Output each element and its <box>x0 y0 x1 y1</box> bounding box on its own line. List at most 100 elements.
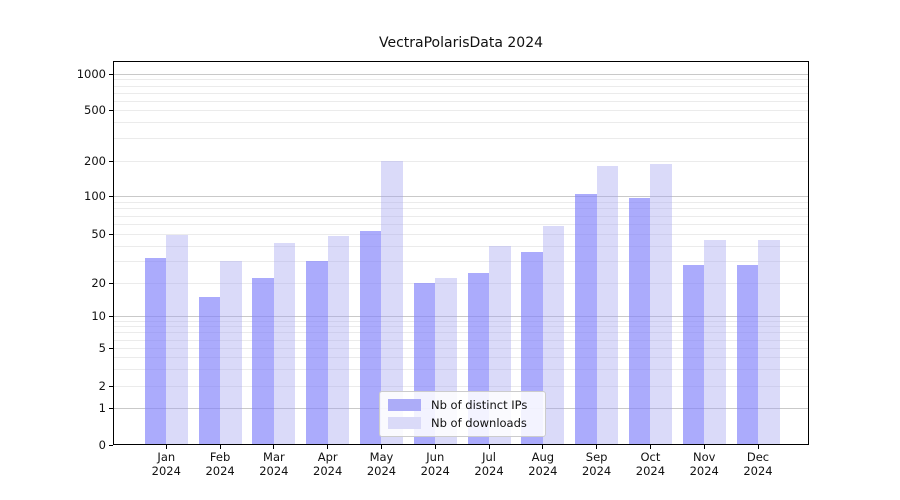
y-tick-label-10: 10 <box>91 308 106 323</box>
minor-gridline-400 <box>114 122 808 124</box>
minor-gridline-3 <box>114 369 808 371</box>
x-tick-jul <box>488 445 490 449</box>
minor-gridline-40 <box>114 245 808 247</box>
x-tick-label-jan: Jan 2024 <box>151 450 181 478</box>
x-tick-label-dec: Dec 2024 <box>743 450 773 478</box>
y-tick-label-1: 1 <box>98 400 106 415</box>
x-tick-label-mar: Mar 2024 <box>259 450 289 478</box>
x-tick-label-apr: Apr 2024 <box>313 450 343 478</box>
minor-gridline-700 <box>114 92 808 94</box>
bar-distinct-ips-nov <box>682 265 705 444</box>
y-tick-5 <box>109 347 113 349</box>
x-tick-may <box>380 445 382 449</box>
bar-downloads-may <box>381 161 403 444</box>
x-tick-label-feb: Feb 2024 <box>205 450 235 478</box>
x-tick-jun <box>434 445 436 449</box>
y-tick-10 <box>109 315 113 317</box>
x-tick-label-jul: Jul 2024 <box>474 450 504 478</box>
y-tick-label-20: 20 <box>91 275 106 290</box>
minor-gridline-80 <box>114 208 808 210</box>
y-tick-20 <box>109 282 113 284</box>
legend-swatch-downloads <box>388 417 421 429</box>
bar-downloads-sep <box>596 166 619 444</box>
bar-downloads-jan <box>166 235 188 444</box>
legend-label: Nb of downloads <box>431 416 527 430</box>
minor-gridline-200 <box>114 161 808 162</box>
minor-gridline-300 <box>114 138 808 140</box>
minor-gridline-9 <box>114 320 808 322</box>
legend-label: Nb of distinct IPs <box>431 398 528 412</box>
x-tick-mar <box>273 445 275 449</box>
minor-gridline-90 <box>114 201 808 203</box>
legend-swatch-distinct-ips <box>388 399 421 411</box>
minor-gridline-6 <box>114 339 808 341</box>
legend-item-downloads: Nb of downloads <box>388 415 537 431</box>
x-tick-label-aug: Aug 2024 <box>528 450 558 478</box>
minor-gridline-70 <box>114 215 808 217</box>
y-tick-200 <box>109 160 113 162</box>
minor-gridline-8 <box>114 326 808 328</box>
bar-distinct-ips-dec <box>736 265 758 444</box>
x-tick-feb <box>219 445 221 449</box>
bar-distinct-ips-jan <box>144 257 167 444</box>
major-gridline-1000 <box>114 74 808 75</box>
x-tick-sep <box>596 445 598 449</box>
y-tick-label-100: 100 <box>84 188 106 203</box>
y-tick-label-200: 200 <box>84 153 106 168</box>
x-tick-oct <box>649 445 651 449</box>
bar-downloads-oct <box>650 163 672 444</box>
major-gridline-100 <box>114 196 808 197</box>
y-tick-label-0: 0 <box>98 437 106 452</box>
minor-gridline-60 <box>114 224 808 225</box>
bar-downloads-feb <box>220 261 242 444</box>
x-tick-label-nov: Nov 2024 <box>689 450 719 478</box>
x-tick-label-jun: Jun 2024 <box>420 450 450 478</box>
bar-downloads-dec <box>758 239 780 444</box>
x-tick-nov <box>703 445 705 449</box>
y-tick-0 <box>109 444 113 446</box>
bar-downloads-nov <box>704 239 726 444</box>
bar-distinct-ips-apr <box>306 261 328 444</box>
minor-gridline-20 <box>114 283 808 284</box>
bar-distinct-ips-mar <box>252 277 274 444</box>
y-tick-label-2: 2 <box>98 378 106 393</box>
minor-gridline-4 <box>114 357 808 359</box>
minor-gridline-50 <box>114 234 808 235</box>
x-tick-apr <box>327 445 329 449</box>
minor-gridline-500 <box>114 110 808 111</box>
bar-distinct-ips-oct <box>628 197 651 444</box>
minor-gridline-600 <box>114 100 808 102</box>
y-tick-2 <box>109 385 113 387</box>
x-tick-label-sep: Sep 2024 <box>581 450 612 478</box>
bar-distinct-ips-sep <box>575 193 597 444</box>
minor-gridline-30 <box>114 261 808 263</box>
x-tick-jan <box>165 445 167 449</box>
chart-title: VectraPolarisData 2024 <box>378 35 544 51</box>
y-tick-50 <box>109 233 113 235</box>
minor-gridline-7 <box>114 332 808 334</box>
x-tick-label-may: May 2024 <box>366 450 397 478</box>
minor-gridline-5 <box>114 348 808 349</box>
bar-downloads-apr <box>327 236 350 444</box>
x-tick-aug <box>542 445 544 449</box>
y-tick-500 <box>109 109 113 111</box>
x-tick-dec <box>757 445 759 449</box>
bar-distinct-ips-feb <box>198 296 221 444</box>
bar-downloads-aug <box>542 225 565 444</box>
minor-gridline-2 <box>114 386 808 387</box>
legend: Nb of distinct IPs Nb of downloads <box>379 391 546 437</box>
major-gridline-10 <box>114 316 808 317</box>
minor-gridline-900 <box>114 79 808 81</box>
y-tick-label-500: 500 <box>84 102 106 117</box>
y-tick-label-5: 5 <box>98 340 106 355</box>
x-tick-label-oct: Oct 2024 <box>635 450 666 478</box>
y-tick-1 <box>109 407 113 409</box>
bar-downloads-mar <box>273 243 296 444</box>
y-tick-label-50: 50 <box>91 226 106 241</box>
y-tick-1000 <box>109 73 113 75</box>
plot-area <box>113 61 809 445</box>
legend-item-distinct-ips: Nb of distinct IPs <box>388 397 537 413</box>
y-tick-100 <box>109 195 113 197</box>
minor-gridline-800 <box>114 85 808 87</box>
